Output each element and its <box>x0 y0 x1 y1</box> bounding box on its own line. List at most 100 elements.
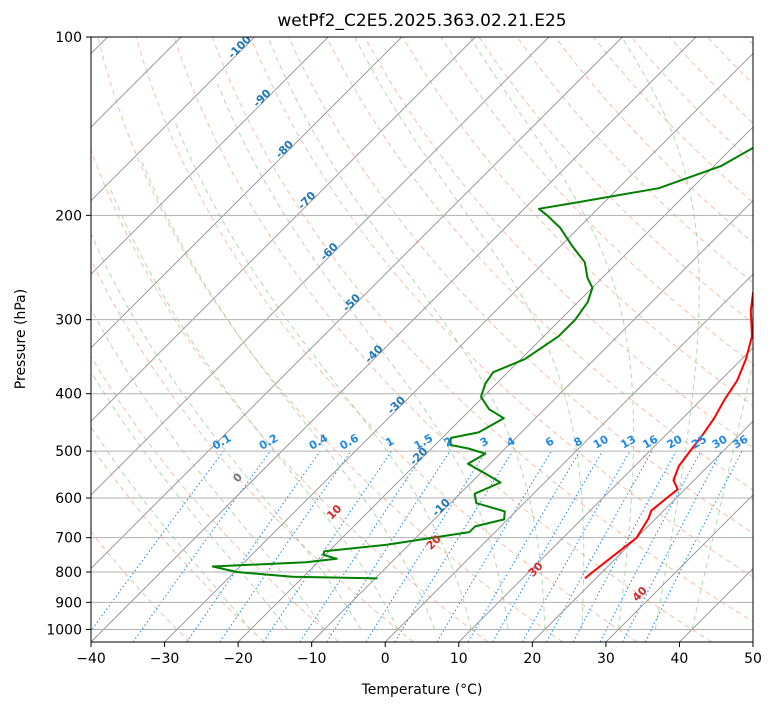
dry-adiabat <box>402 37 753 407</box>
isotherm-line <box>91 37 403 349</box>
dry-adiabat <box>91 531 191 642</box>
isotherm-line <box>605 494 753 642</box>
moist-adiabat <box>469 37 635 630</box>
x-tick-label: −40 <box>76 651 106 667</box>
mixing-ratio-label: 13 <box>618 433 638 452</box>
mixing-ratio-line <box>644 450 743 642</box>
moist-adiabat <box>91 232 362 630</box>
y-tick-label: 400 <box>55 387 82 403</box>
mixing-ratio-label: 20 <box>665 432 685 451</box>
profile-series <box>211 146 753 580</box>
y-tick-label: 200 <box>55 208 82 224</box>
isotherm-line <box>91 37 329 275</box>
plot-area: -100-90-80-70-60-50-40-30-20-100.1 0.2 0.4… <box>91 37 753 642</box>
dry-adiabat <box>135 37 638 642</box>
isotherm-line <box>237 126 753 642</box>
isotherm-line <box>164 52 753 642</box>
isotherm-label: -30 <box>385 393 408 416</box>
dry-adiabat <box>91 445 265 642</box>
isotherm-line <box>679 567 753 642</box>
dry-adiabat <box>516 37 753 284</box>
isotherm-label: -90 <box>250 86 273 109</box>
isotherm-label: -80 <box>273 138 296 161</box>
moist-adiabat <box>175 123 472 630</box>
dry-adiabat <box>91 258 414 642</box>
isotherm-label: -60 <box>318 240 341 263</box>
dry-adiabat <box>249 37 753 578</box>
line-labels: -100-90-80-70-60-50-40-30-20-100.1 0.2 0.4… <box>210 37 750 604</box>
moist-adiabat <box>109 188 399 630</box>
mixing-ratio-label: 8 <box>572 435 585 450</box>
y-tick-label: 600 <box>55 491 82 507</box>
mixing-ratio-line <box>263 450 392 642</box>
moist-adiabat <box>267 37 546 630</box>
isotherm-line <box>91 37 697 642</box>
mixing-ratio-line <box>326 450 451 642</box>
y-tick-label: 700 <box>55 531 82 547</box>
y-axis: 100 200 300 400 500 600 700 800 900 1000 <box>46 30 91 638</box>
y-tick-label: 1000 <box>46 622 82 638</box>
chart-title: wetPf2_C2E5.2025.363.02.21.E25 <box>277 11 566 31</box>
mixing-ratio-line <box>572 450 677 642</box>
isotherm-line <box>91 37 550 496</box>
x-axis: −40 −30 −20 −10 0 10 20 30 40 50 <box>76 642 762 667</box>
mixing-ratio-line <box>132 450 271 642</box>
isotherm-line <box>384 273 753 642</box>
dry-adiabat <box>97 37 563 642</box>
x-axis-label: Temperature (°C) <box>361 682 483 698</box>
isotherm-line <box>752 641 753 642</box>
dewpoint-line <box>211 146 753 580</box>
moist-adiabat <box>217 83 509 630</box>
mixing-ratio-label: 1 <box>383 435 396 450</box>
mixing-ratio-line <box>467 450 581 642</box>
mixing-ratio-label: 30 <box>710 432 730 451</box>
x-tick-label: 30 <box>597 651 615 667</box>
y-tick-label: 300 <box>55 313 82 329</box>
isotherm-line <box>91 37 256 202</box>
mixing-ratio-label: 16 <box>640 432 660 451</box>
x-tick-label: −10 <box>297 651 327 667</box>
x-tick-label: 40 <box>671 651 689 667</box>
mixing-ratio-line <box>599 450 702 642</box>
mixing-ratio-label: 6 <box>543 434 556 449</box>
mixing-ratio-label: 36 <box>730 432 750 451</box>
mixing-ratio-line <box>522 450 631 642</box>
y-axis-label: Pressure (hPa) <box>13 289 29 389</box>
dry-adiabat <box>211 37 753 623</box>
mixing-ratio-line <box>394 450 514 642</box>
moist-adiabat <box>691 360 753 630</box>
dry-adiabat <box>669 37 753 125</box>
moist-adiabat <box>354 37 585 630</box>
dry-adiabat <box>554 37 753 244</box>
x-tick-label: 10 <box>450 651 468 667</box>
dry-adiabat-label: 30 <box>526 559 546 579</box>
isotherm-line <box>91 37 623 570</box>
isotherm-line <box>458 347 753 642</box>
isotherm-label: -40 <box>362 342 385 365</box>
moist-adiabat <box>91 307 325 630</box>
isotherm-line <box>311 199 753 642</box>
x-tick-label: −20 <box>223 651 253 667</box>
dry-adiabat-label: 20 <box>424 532 444 552</box>
background-lines <box>91 37 753 642</box>
x-tick-label: −30 <box>150 651 180 667</box>
dry-adiabat <box>745 37 753 46</box>
mixing-ratio-line <box>91 450 224 632</box>
dry-adiabat <box>91 148 489 642</box>
y-tick-label: 900 <box>55 595 82 611</box>
dry-adiabat <box>440 37 753 365</box>
isotherm-line <box>91 37 476 423</box>
mixing-ratio-label: 3 <box>478 435 491 450</box>
y-tick-label: 800 <box>55 565 82 581</box>
x-tick-label: 50 <box>744 651 762 667</box>
dry-adiabat <box>91 355 340 642</box>
mixing-ratio-line <box>546 450 653 642</box>
isotherm-label: -50 <box>340 291 363 314</box>
moist-adiabat <box>621 37 700 630</box>
mixing-ratio-label: 10 <box>591 432 611 451</box>
mixing-ratio-line <box>299 450 426 642</box>
dry-adiabat <box>707 37 753 85</box>
mixing-ratio-line <box>219 450 352 642</box>
y-tick-label: 100 <box>55 30 82 46</box>
